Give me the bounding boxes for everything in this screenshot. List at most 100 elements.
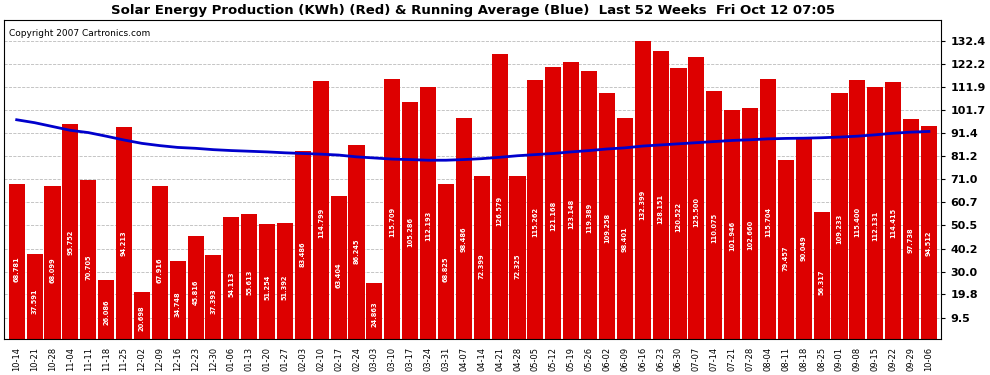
Text: 132.399: 132.399 [640,190,645,220]
Text: 102.660: 102.660 [747,220,753,250]
Title: Solar Energy Production (KWh) (Red) & Running Average (Blue)  Last 52 Weeks  Fri: Solar Energy Production (KWh) (Red) & Ru… [111,4,835,17]
Bar [635,41,650,339]
Bar [420,87,437,339]
Bar [670,68,686,339]
Bar [455,117,472,339]
Bar [151,186,168,339]
Bar [402,102,418,339]
Text: 97.738: 97.738 [908,227,914,253]
Text: 95.752: 95.752 [67,230,73,255]
Text: 86.245: 86.245 [353,239,359,264]
Bar [832,93,847,339]
Text: 98.401: 98.401 [622,226,628,252]
Text: 70.705: 70.705 [85,255,91,280]
Bar [849,80,865,339]
Bar [9,184,25,339]
Bar [599,93,615,339]
Bar [545,66,561,339]
Bar [224,217,240,339]
Bar [617,118,633,339]
Text: 115.709: 115.709 [389,207,395,237]
Text: 45.816: 45.816 [192,280,199,305]
Bar [366,283,382,339]
Bar [778,160,794,339]
Text: 123.148: 123.148 [568,199,574,230]
Text: 68.099: 68.099 [50,257,55,283]
Text: 79.457: 79.457 [783,246,789,272]
Bar [277,224,293,339]
Text: 126.579: 126.579 [497,196,503,226]
Text: 94.213: 94.213 [121,231,127,256]
Text: 51.392: 51.392 [282,274,288,300]
Text: 26.086: 26.086 [103,300,109,326]
Text: 109.258: 109.258 [604,213,610,243]
Bar [492,54,508,339]
Text: 20.698: 20.698 [139,305,145,331]
Bar [814,212,830,339]
Text: 125.500: 125.500 [693,197,699,227]
Text: 120.522: 120.522 [675,202,681,232]
Text: 109.233: 109.233 [837,213,842,244]
Bar [724,110,741,339]
Bar [921,126,937,339]
Bar [438,184,454,339]
Text: 68.825: 68.825 [443,256,449,282]
Text: 37.591: 37.591 [32,288,38,314]
Text: 119.389: 119.389 [586,203,592,233]
Text: 54.113: 54.113 [229,272,235,297]
Text: 112.193: 112.193 [425,210,431,241]
Bar [205,255,222,339]
Text: 112.131: 112.131 [872,210,878,241]
Text: 110.075: 110.075 [711,213,718,243]
Bar [187,236,204,339]
Text: 56.317: 56.317 [819,269,825,295]
Text: 68.781: 68.781 [14,256,20,282]
Text: 51.254: 51.254 [264,274,270,300]
Text: 90.049: 90.049 [801,235,807,261]
Text: 114.799: 114.799 [318,208,324,238]
Text: 98.486: 98.486 [461,226,467,252]
Text: 83.486: 83.486 [300,242,306,267]
Bar [27,255,43,339]
Bar [796,136,812,339]
Text: 115.400: 115.400 [854,207,860,237]
Bar [885,82,901,339]
Text: 55.613: 55.613 [247,270,252,296]
Text: 114.415: 114.415 [890,208,896,238]
Text: 128.151: 128.151 [657,194,663,224]
Text: 72.325: 72.325 [515,253,521,279]
Bar [652,51,668,339]
Text: 115.704: 115.704 [765,207,771,237]
Bar [134,292,149,339]
Bar [331,196,346,339]
Bar [295,151,311,339]
Text: 121.168: 121.168 [550,201,556,231]
Text: 34.748: 34.748 [174,291,180,316]
Bar [760,79,776,339]
Text: 24.863: 24.863 [371,301,377,327]
Bar [581,70,597,339]
Bar [867,87,883,339]
Text: 67.916: 67.916 [156,257,162,283]
Text: 72.399: 72.399 [479,253,485,279]
Bar [688,57,705,339]
Bar [98,280,114,339]
Bar [384,79,400,339]
Bar [62,124,78,339]
Bar [242,214,257,339]
Bar [510,176,526,339]
Bar [116,127,132,339]
Text: 37.393: 37.393 [211,288,217,314]
Bar [348,145,364,339]
Bar [706,92,723,339]
Bar [563,62,579,339]
Text: 101.946: 101.946 [730,221,736,251]
Text: 105.286: 105.286 [407,217,413,248]
Bar [528,80,544,339]
Text: 94.512: 94.512 [926,231,932,256]
Bar [45,186,60,339]
Text: 115.262: 115.262 [533,207,539,237]
Bar [313,81,329,339]
Bar [259,224,275,339]
Bar [169,261,186,339]
